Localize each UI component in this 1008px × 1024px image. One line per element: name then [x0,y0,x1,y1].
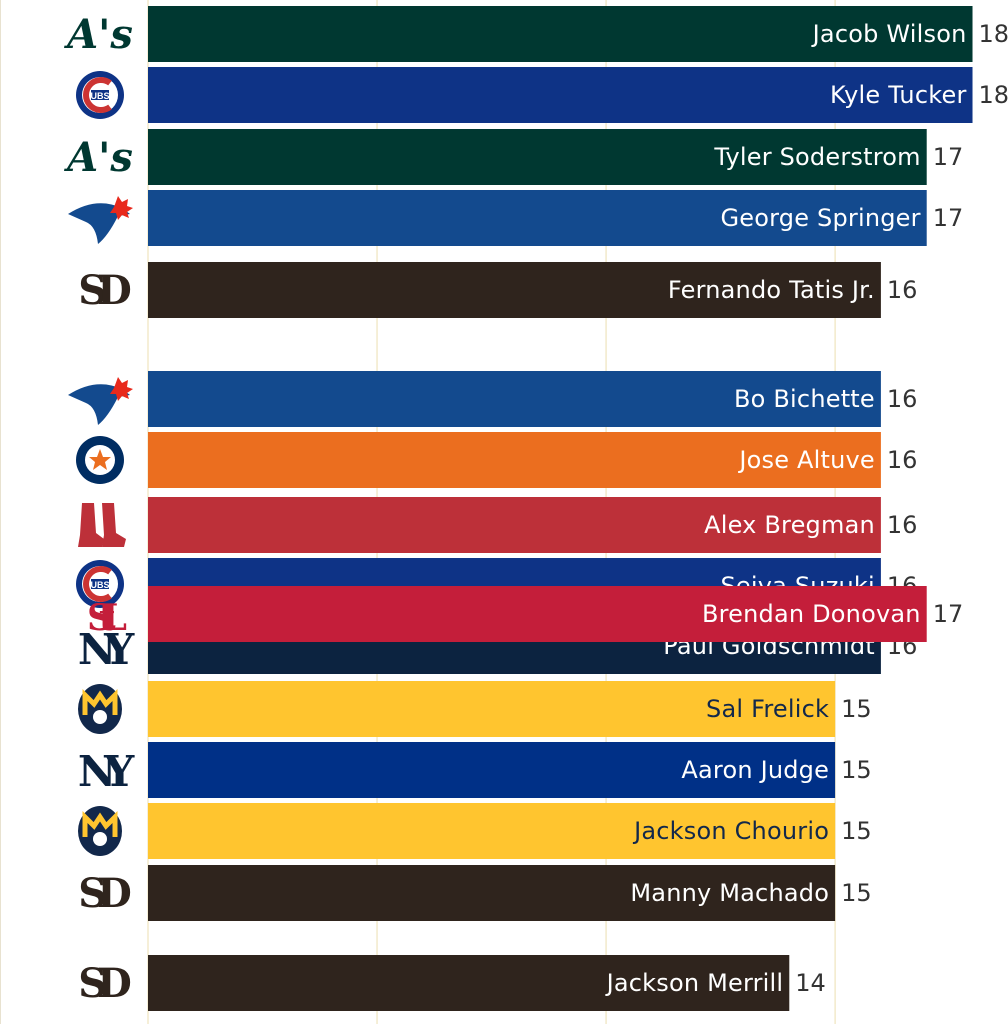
bar-name-label: Jose Altuve [737,446,875,474]
padres-logo-text: SD [78,960,131,1007]
bar-name-label: Fernando Tatis Jr. [668,276,875,304]
left-edge-line [0,0,1,1024]
bar-group-14: Manny Machado 15 [148,865,872,921]
athletics-logo-text: A's [63,11,133,58]
bar-name-label: Brendan Donovan [702,600,921,628]
bar-alex-bregman [148,497,881,553]
bar-brendan-donovan [148,586,927,642]
bar-group-15: Jackson Merrill 14 [148,955,826,1011]
bar-manny-machado [148,865,836,921]
bar-jackson-merrill [148,955,790,1011]
bar-jackson-chourio [148,803,836,859]
cubs-logo-icon: UBS [76,71,124,119]
bar-value-label: 15 [841,695,872,723]
red-sox-logo-sock-right [102,503,126,547]
blue-jays-logo-bird [68,203,130,244]
bar-group-10: Brendan Donovan 17 [148,586,963,642]
athletics-logo-icon: A's [63,11,133,58]
cubs-logo-text: UBS [90,91,109,101]
padres-logo-icon: SD [78,960,141,1007]
bar-name-label: Tyler Soderstrom [713,143,920,171]
red-sox-logo-sock-left [78,503,104,547]
brewers-logo-ball [93,832,107,846]
cubs-logo-c [83,77,112,113]
bar-fernando-tatis-jr- [148,262,881,318]
astros-logo-star [89,449,111,470]
blue-jays-logo-bird [68,384,130,425]
bar-bo-bichette [148,371,881,427]
bar-name-label: Sal Frelick [706,695,829,723]
bar-value-label: 16 [887,446,918,474]
bar-value-label: 15 [841,879,872,907]
bar-sal-frelick [148,681,836,737]
bar-group-0: Jacob Wilson 18 [148,6,1008,62]
brewers-logo-ball [93,710,107,724]
bar-group-6: Jose Altuve 16 [148,432,917,488]
bar-value-label: 16 [887,385,918,413]
brewers-logo-glove [82,688,118,715]
cubs-logo-band [91,579,109,589]
red-sox-logo-icon [78,503,126,547]
bar-group-2: Tyler Soderstrom 17 [148,129,963,185]
bar-name-label: Jacob Wilson [811,20,967,48]
bar-tyler-soderstrom [148,129,927,185]
blue-jays-logo-leaf [110,196,133,220]
bar-value-label: 16 [887,511,918,539]
bar-group-12: Aaron Judge 15 [148,742,872,798]
athletics-logo-icon: A's [63,134,133,181]
cubs-logo-icon: UBS [76,560,124,608]
bar-name-label: Bo Bichette [734,385,875,413]
bar-value-label: 15 [841,756,872,784]
bar-name-label: Jackson Merrill [605,969,784,997]
bar-jose-altuve [148,432,881,488]
bar-group-7: Alex Bregman 16 [148,497,917,553]
bar-name-label: George Springer [721,204,921,232]
padres-logo-icon: SD [78,267,141,314]
padres-logo-icon: SD [78,870,141,917]
brewers-logo-icon [78,684,122,734]
bar-value-label: 17 [933,204,964,232]
bar-kyle-tucker [148,67,973,123]
cubs-logo-c [83,566,112,602]
bar-name-label: Manny Machado [630,879,829,907]
bar-aaron-judge [148,742,836,798]
cubs-logo-text: UBS [90,580,109,590]
brewers-logo-icon [78,806,122,856]
bar-value-label: 18 [979,81,1008,109]
bar-name-label: Aaron Judge [681,756,829,784]
cubs-logo-band [91,90,109,100]
bar-group-11: Sal Frelick 15 [148,681,872,737]
yankees-logo-icon: NY [78,747,147,796]
bar-name-label: Alex Bregman [704,511,875,539]
bar-group-4: Fernando Tatis Jr. 16 [148,262,917,318]
astros-logo-icon [76,436,124,484]
blue-jays-logo-icon [68,196,133,244]
bars: Jacob Wilson 18 Kyle Tucker 18 Tyler Soderst… [148,6,1008,1011]
bar-value-label: 17 [933,143,964,171]
brewers-logo-glove [82,810,118,837]
bar-jacob-wilson [148,6,973,62]
yankees-logo-text: NY [78,747,135,796]
bar-name-label: Kyle Tucker [830,81,967,109]
bar-value-label: 17 [933,600,964,628]
bar-value-label: 16 [887,276,918,304]
bar-group-13: Jackson Chourio 15 [148,803,872,859]
padres-logo-text: SD [78,870,131,917]
padres-logo-text: SD [78,267,131,314]
athletics-logo-text: A's [63,134,133,181]
bar-group-3: George Springer 17 [148,190,963,246]
bar-name-label: Jackson Chourio [632,817,829,845]
bar-value-label: 14 [795,969,826,997]
bar-group-1: Kyle Tucker 18 [148,67,1008,123]
bar-group-5: Bo Bichette 16 [148,371,917,427]
bar-george-springer [148,190,927,246]
bar-value-label: 18 [979,20,1008,48]
blue-jays-logo-leaf [110,377,133,401]
blue-jays-logo-icon [68,377,133,425]
bar-value-label: 15 [841,817,872,845]
